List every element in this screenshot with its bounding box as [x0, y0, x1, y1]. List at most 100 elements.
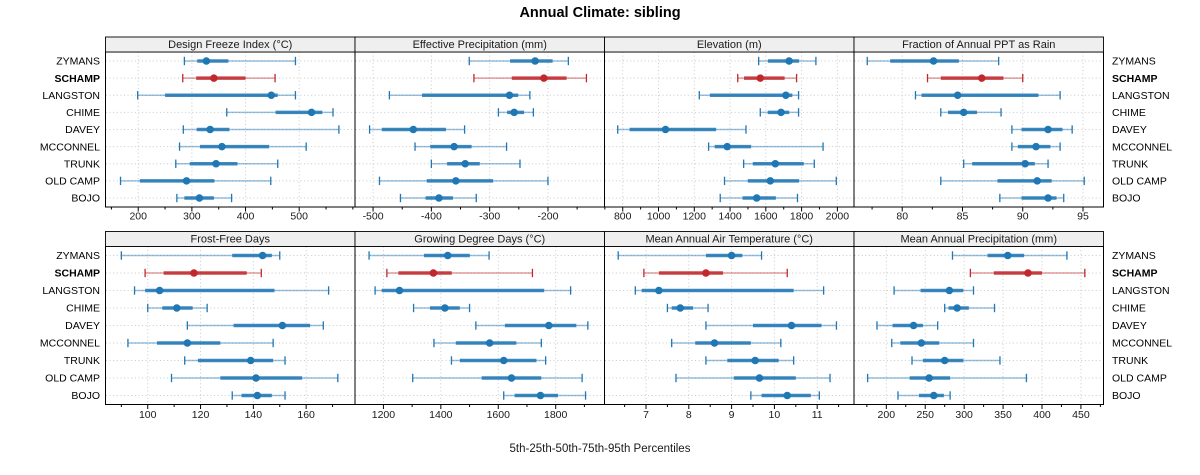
percentile-row-old-camp [170, 373, 339, 383]
strip-header-label: Design Freeze Index (°C) [168, 39, 292, 51]
median-dot [510, 108, 518, 117]
strip-header-label: Mean Annual Precipitation (mm) [900, 234, 1057, 246]
percentile-row-schamp [386, 268, 534, 278]
percentile-row-zymans [951, 251, 1068, 260]
percentile-row-zymans [368, 251, 490, 260]
median-dot [655, 286, 663, 295]
axis-tick-label: 1600 [487, 409, 511, 421]
median-dot [777, 108, 785, 117]
axis-tick-label: 200 [878, 409, 896, 421]
median-dot [1021, 159, 1029, 168]
percentile-row-chime [412, 303, 471, 313]
median-dot [909, 321, 918, 330]
median-dot [540, 74, 548, 82]
percentile-row-davey [475, 321, 589, 330]
row-label-left-langston: LANGSTON [42, 285, 100, 297]
percentile-row-mcconnel [707, 142, 824, 151]
strip-header-label: Frost-Free Days [191, 234, 271, 246]
axis-tick-label: -200 [537, 211, 558, 223]
percentile-row-trunk [911, 356, 1001, 365]
median-dot [545, 321, 553, 330]
percentile-row-davey [182, 125, 340, 134]
median-dot [202, 57, 211, 65]
percentile-row-zymans [120, 251, 281, 260]
panel-effective-precipitation-mm: -500 -400 -300 -200 Effective Precipitation … [354, 36, 605, 223]
axis-tick-label: 350 [994, 409, 1012, 421]
axis-tick-label: 9 [729, 409, 735, 421]
median-dot [395, 286, 404, 295]
percentile-row-mcconnel [891, 338, 975, 348]
median-dot [787, 321, 796, 330]
median-dot [1044, 125, 1052, 134]
median-dot [461, 159, 469, 168]
percentile-row-mcconnel [414, 142, 508, 151]
median-dot [190, 269, 198, 277]
median-dot [917, 339, 926, 347]
axis-tick-label: 8 [686, 409, 692, 421]
axis-tick-label: 80 [896, 211, 908, 223]
row-label-right-old-camp: OLD CAMP [1112, 373, 1167, 385]
percentile-row-mcconnel [671, 338, 782, 348]
row-label-left-old-camp: OLD CAMP [45, 373, 100, 385]
axis-tick-label: 85 [957, 211, 969, 223]
row-label-left-trunk: TRUNK [64, 355, 100, 367]
median-dot [485, 339, 494, 347]
median-dot [1044, 194, 1052, 202]
strip-header-label: Growing Degree Days (°C) [414, 234, 545, 246]
panel-mean-annual-precipitation-mm: 200 250 300 350 400 450 Mean Annual Precipitat… [853, 231, 1104, 421]
median-dot [206, 125, 214, 134]
percentile-row-zymans [617, 251, 763, 260]
chart-title: Annual Climate: sibling [519, 5, 681, 21]
percentile-row-bojo [897, 391, 951, 400]
panel-mean-annual-air-temperature-c: 7 8 9 10 11 Mean Annual Air Temperature (°C) [604, 231, 855, 421]
median-dot [1032, 142, 1040, 151]
axis-tick-label: 1800 [544, 409, 568, 421]
percentile-row-langston [374, 286, 572, 295]
axis-tick-label: 500 [290, 211, 308, 223]
axis-tick-label: 450 [1072, 409, 1090, 421]
median-dot [661, 125, 670, 134]
row-label-left-davey: DAVEY [65, 124, 100, 136]
median-dot [246, 356, 255, 365]
median-dot [676, 304, 685, 312]
panel-fraction-of-annual-ppt-as-rain: 80 85 90 95 Fraction of Annual PPT as Rain [853, 36, 1104, 223]
median-dot [252, 374, 260, 382]
median-dot [723, 142, 731, 151]
percentile-row-mcconnel [127, 338, 274, 348]
median-dot [536, 391, 545, 400]
median-dot [450, 142, 458, 151]
panel-elevation-m: 800 1000 1200 1400 1600 1800 2000 Elevation (m) [604, 36, 855, 223]
row-label-right-trunk: TRUNK [1112, 355, 1148, 367]
percentile-row-langston [634, 286, 825, 295]
row-label-left-chime: CHIME [66, 303, 100, 315]
percentile-row-chime [944, 303, 996, 313]
median-dot [710, 339, 719, 347]
row-label-left-mcconnel: MCCONNEL [40, 141, 100, 153]
row-label-left-chime: CHIME [66, 107, 100, 119]
median-dot [435, 194, 443, 202]
row-label-right-zymans: ZYMANS [1112, 56, 1156, 68]
axis-tick-label: 300 [955, 409, 973, 421]
median-dot [755, 374, 764, 382]
percentile-row-chime [666, 303, 709, 313]
percentile-row-langston [137, 91, 297, 100]
median-dot [940, 356, 949, 365]
axis-tick-label: 1800 [790, 211, 814, 223]
percentile-row-old-camp [412, 373, 583, 383]
axis-tick-label: 1000 [647, 211, 671, 223]
row-label-left-trunk: TRUNK [64, 158, 100, 170]
axis-tick-label: 90 [1017, 211, 1029, 223]
median-dot [945, 286, 954, 295]
axis-tick-label: 2000 [826, 211, 850, 223]
row-label-right-langston: LANGSTON [1112, 285, 1170, 297]
percentile-row-trunk [742, 159, 815, 168]
median-dot [195, 194, 204, 202]
axis-tick-label: 250 [916, 409, 934, 421]
percentile-row-zymans [183, 56, 297, 66]
percentile-row-bojo [503, 391, 587, 400]
median-dot [218, 142, 226, 151]
median-dot [507, 374, 516, 382]
percentile-row-langston [388, 91, 531, 100]
median-dot [727, 251, 736, 260]
percentile-row-zymans [468, 56, 570, 66]
